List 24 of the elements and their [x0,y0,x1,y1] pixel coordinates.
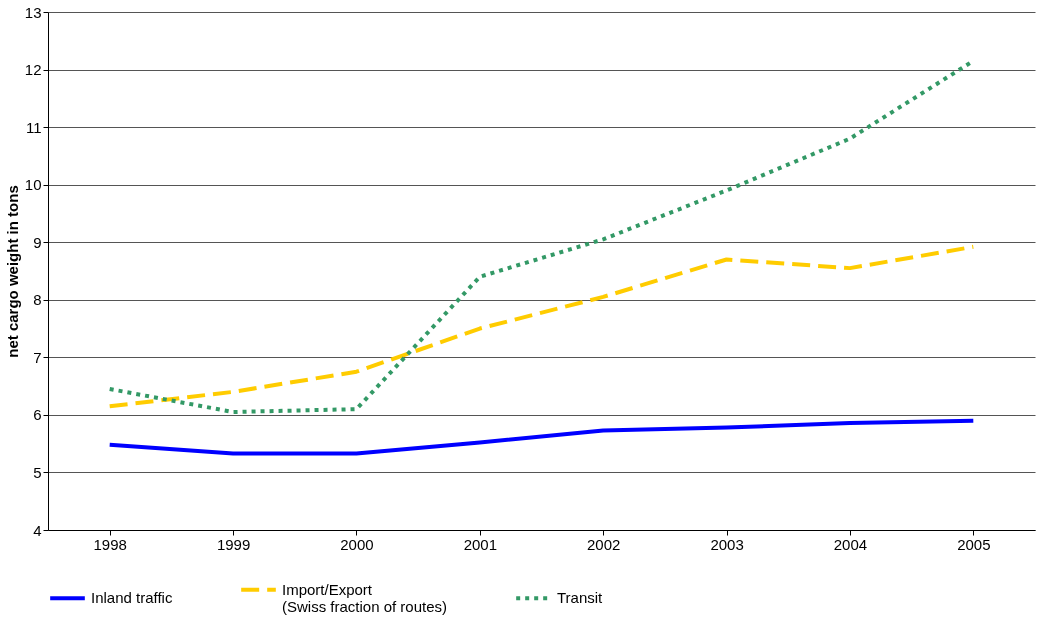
x-tick-label: 2004 [833,535,868,553]
x-tick-label: 2005 [957,535,991,553]
y-tick-label: 10 [24,176,42,194]
y-tick-label: 6 [33,406,42,424]
y-tick-label: 5 [33,463,42,481]
x-tick-label: 1999 [216,535,251,553]
y-tick-label: 13 [24,3,42,21]
x-tick-label: 2001 [463,535,497,553]
line-series [107,244,976,409]
y-tick-label: 4 [33,521,42,539]
x-tick-label: 2000 [340,535,374,553]
y-tick-label: 7 [33,348,42,366]
y-tick-label: 11 [25,118,42,136]
y-axis-title: net cargo weight in tons [3,185,21,358]
x-tick-label: 2003 [710,535,744,553]
legend-label: Import/Export (Swiss fraction of routes) [282,580,448,615]
legend-label: Inland traffic [91,589,173,607]
y-tick-label: 8 [33,291,42,309]
y-tick-label: 12 [24,61,42,79]
x-tick-label: 2002 [587,535,621,553]
y-tick-label: 9 [33,233,42,251]
x-tick-label: 1998 [93,535,127,553]
legend-label: Transit [557,589,604,607]
line-series [107,418,976,456]
